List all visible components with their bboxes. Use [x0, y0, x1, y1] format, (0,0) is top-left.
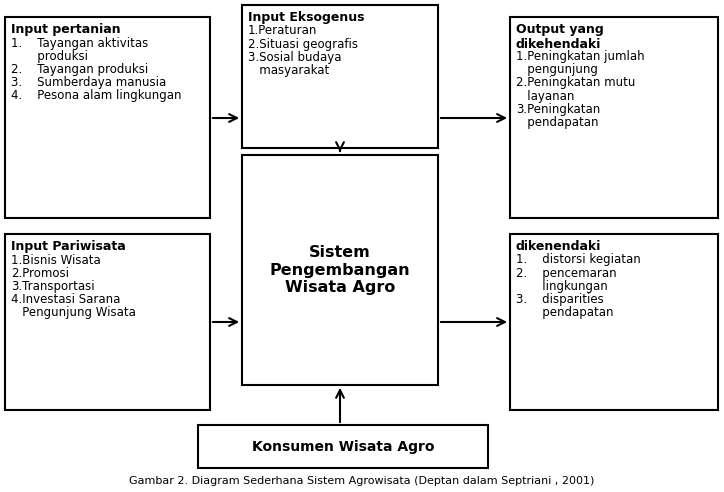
Bar — [5, 234, 210, 410]
Text: 4.    Pesona alam lingkungan: 4. Pesona alam lingkungan — [11, 89, 182, 102]
Text: lingkungan: lingkungan — [516, 280, 607, 293]
Text: Output yang
dikehendaki: Output yang dikehendaki — [516, 23, 604, 51]
Text: pendapatan: pendapatan — [516, 116, 599, 129]
Text: 2.Peningkatan mutu: 2.Peningkatan mutu — [516, 76, 636, 90]
Text: 2.    Tayangan produksi: 2. Tayangan produksi — [11, 63, 148, 76]
Text: 2.Situasi geografis: 2.Situasi geografis — [248, 38, 358, 51]
Text: 3.Transportasi: 3.Transportasi — [11, 280, 95, 293]
Bar — [510, 234, 718, 410]
Text: Pengunjung Wisata: Pengunjung Wisata — [11, 306, 136, 319]
Text: 2.    pencemaran: 2. pencemaran — [516, 267, 617, 279]
Text: 3.    disparities: 3. disparities — [516, 293, 604, 306]
Text: pendapatan: pendapatan — [516, 306, 613, 319]
Bar — [242, 5, 438, 148]
Text: masyarakat: masyarakat — [248, 64, 329, 77]
Text: 1.Peraturan: 1.Peraturan — [248, 25, 317, 37]
Text: Sistem
Pengembangan
Wisata Agro: Sistem Pengembangan Wisata Agro — [269, 245, 411, 295]
Text: 1.    distorsi kegiatan: 1. distorsi kegiatan — [516, 253, 641, 267]
Text: 3.    Sumberdaya manusia: 3. Sumberdaya manusia — [11, 76, 167, 89]
Bar — [198, 425, 488, 468]
Text: Gambar 2. Diagram Sederhana Sistem Agrowisata (Deptan dalam Septriani , 2001): Gambar 2. Diagram Sederhana Sistem Agrow… — [130, 476, 594, 486]
Text: 1.    Tayangan aktivitas: 1. Tayangan aktivitas — [11, 36, 148, 50]
Text: 1.Peningkatan jumlah: 1.Peningkatan jumlah — [516, 50, 644, 63]
Text: Konsumen Wisata Agro: Konsumen Wisata Agro — [252, 439, 434, 454]
Text: 3.Sosial budaya: 3.Sosial budaya — [248, 51, 342, 64]
Bar — [5, 17, 210, 218]
Text: 4.Investasi Sarana: 4.Investasi Sarana — [11, 293, 120, 306]
Text: 3.Peningkatan: 3.Peningkatan — [516, 103, 600, 116]
Text: Input pertanian: Input pertanian — [11, 23, 121, 36]
Text: produksi: produksi — [11, 50, 88, 62]
Text: Input Eksogenus: Input Eksogenus — [248, 11, 364, 24]
Text: 2.Promosi: 2.Promosi — [11, 267, 69, 279]
Bar — [242, 155, 438, 385]
Bar — [510, 17, 718, 218]
Text: Input Pariwisata: Input Pariwisata — [11, 240, 126, 253]
Text: dikenendaki: dikenendaki — [516, 240, 602, 253]
Text: pengunjung: pengunjung — [516, 63, 598, 76]
Text: layanan: layanan — [516, 90, 574, 102]
Text: 1.Bisnis Wisata: 1.Bisnis Wisata — [11, 253, 101, 267]
